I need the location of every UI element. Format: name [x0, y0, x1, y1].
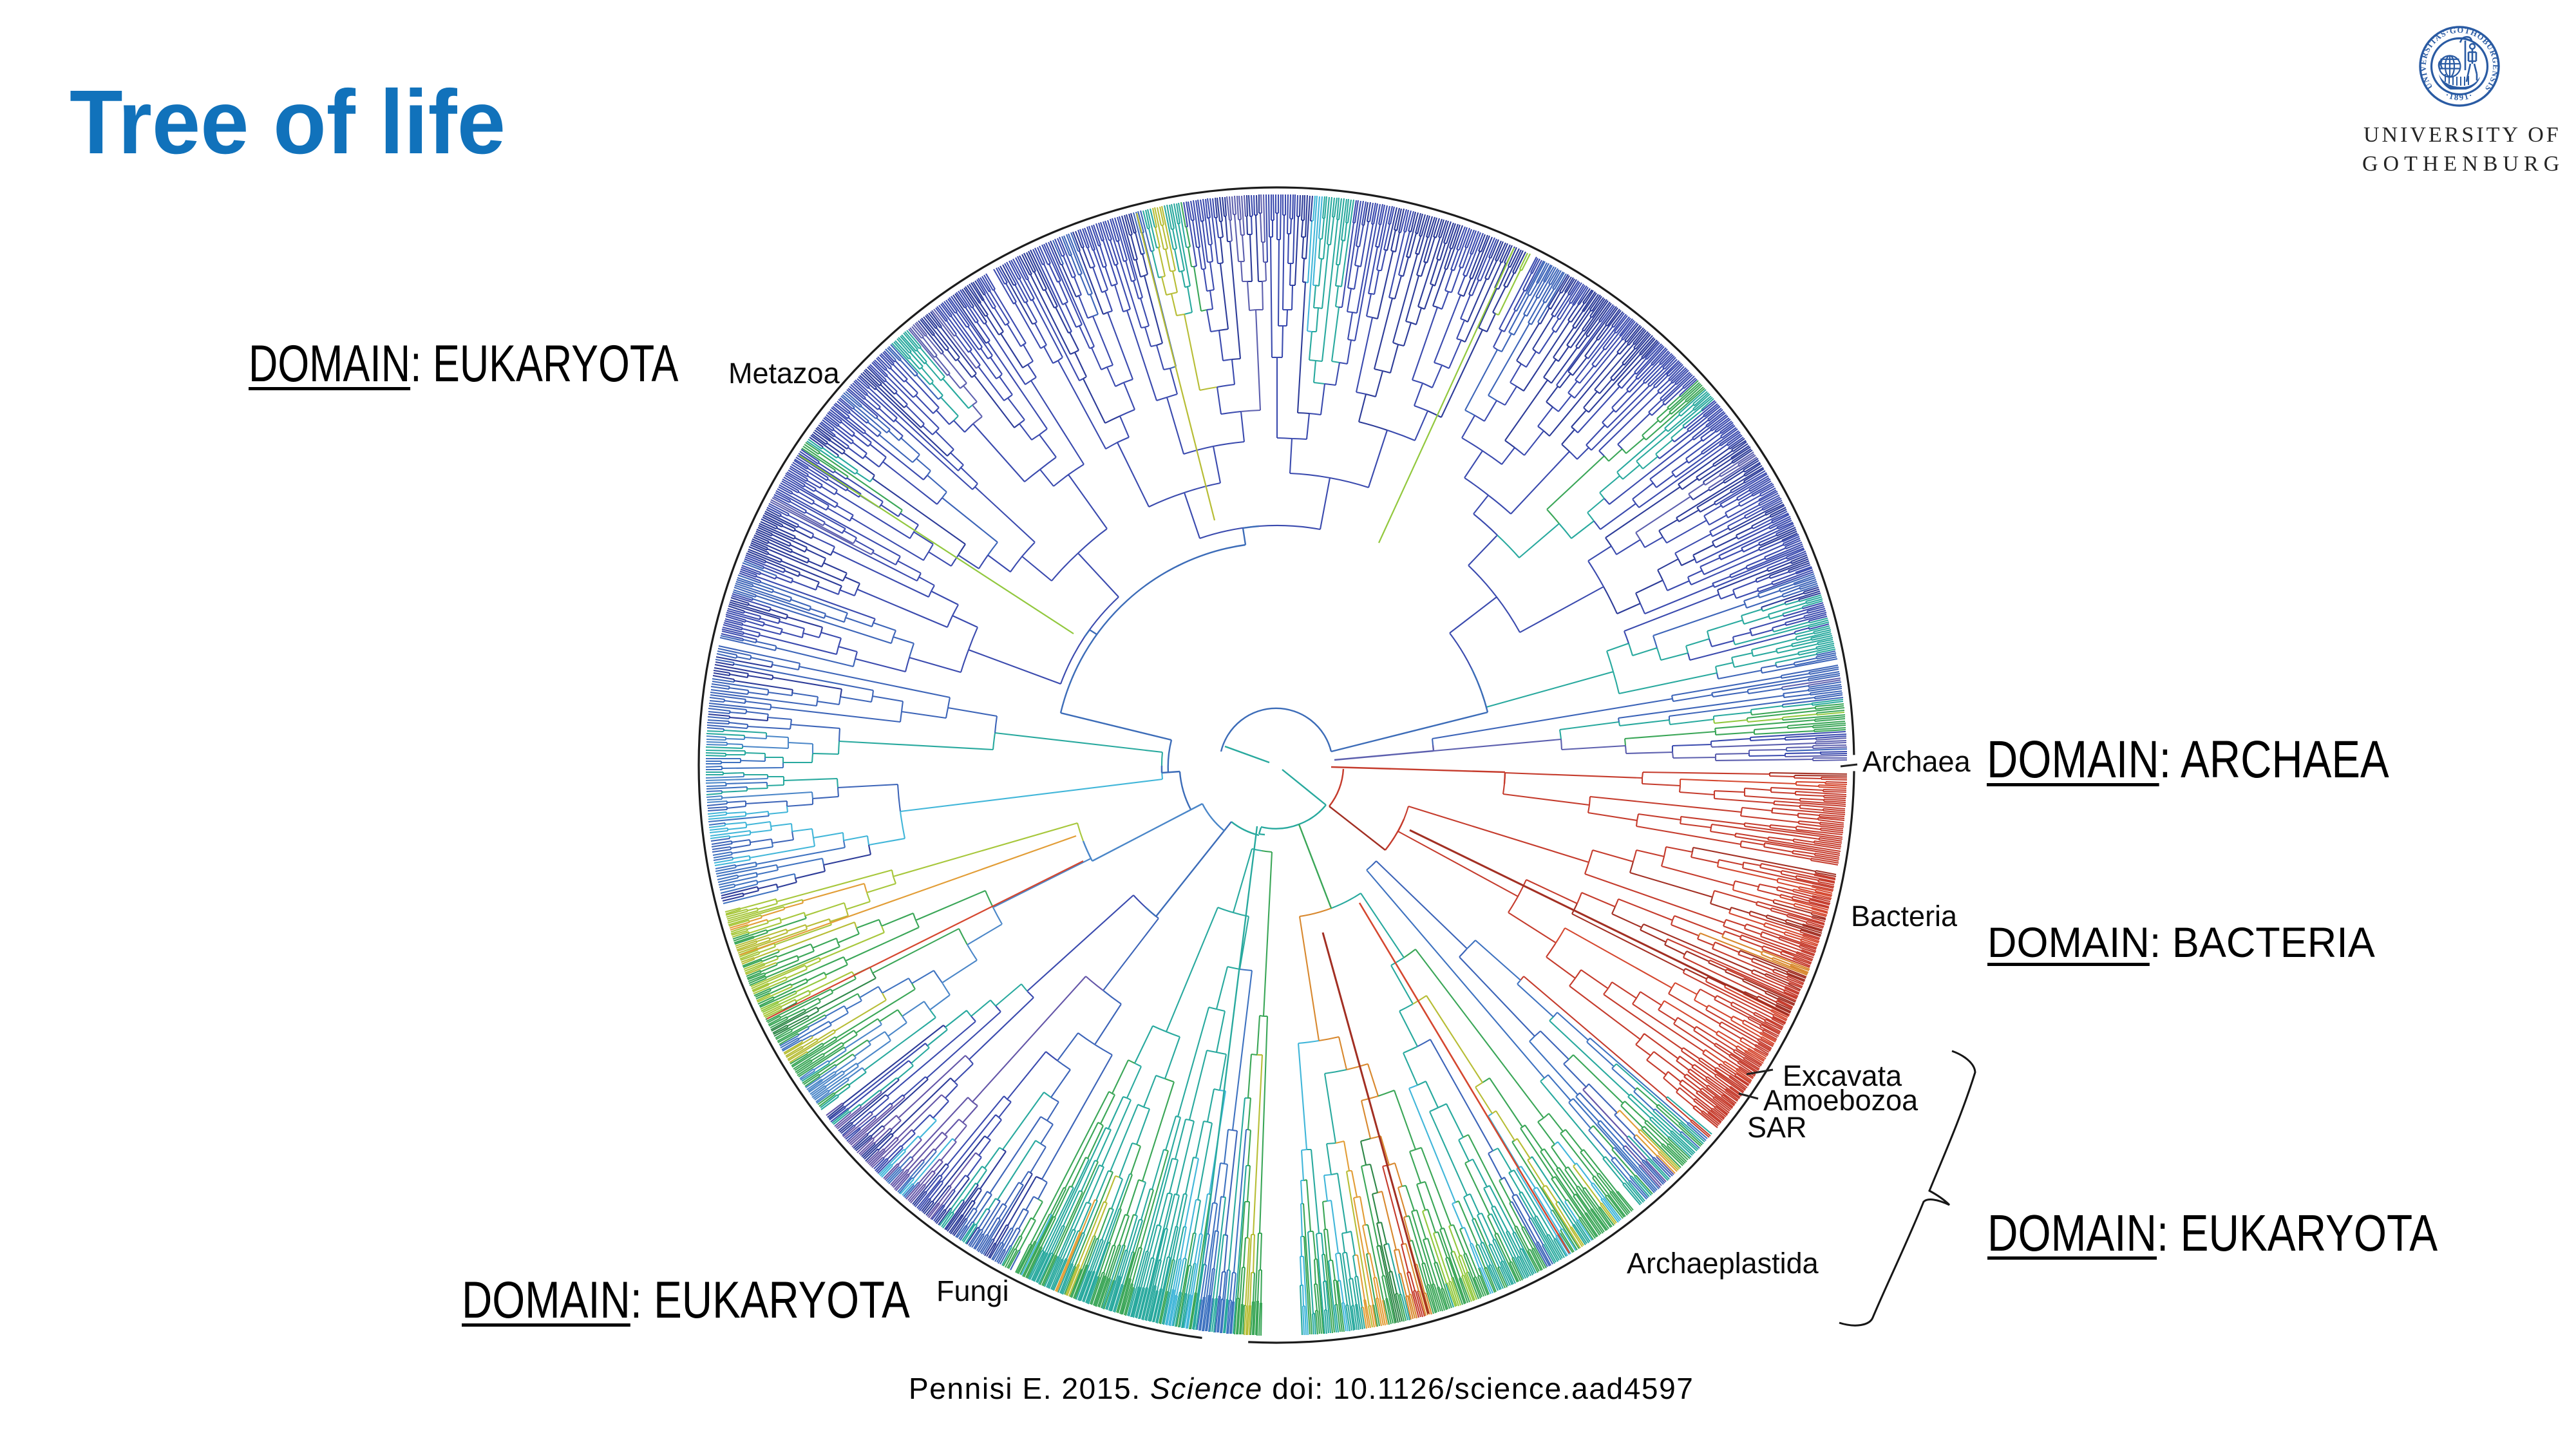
svg-text:Metazoa: Metazoa — [728, 357, 840, 390]
svg-text:Amoebozoa: Amoebozoa — [1763, 1084, 1918, 1117]
svg-text:Archaea: Archaea — [1862, 745, 1971, 778]
svg-text:Bacteria: Bacteria — [1851, 900, 1958, 933]
svg-text:SAR: SAR — [1747, 1111, 1807, 1144]
svg-text:Archaeplastida: Archaeplastida — [1627, 1247, 1819, 1280]
svg-text:·1891·: ·1891· — [2444, 90, 2475, 102]
svg-text:Fungi: Fungi — [936, 1274, 1009, 1307]
svg-text:Excavata: Excavata — [1783, 1059, 1902, 1092]
svg-text:UNIVERSITAS·GOTHOBURGENSIS: UNIVERSITAS·GOTHOBURGENSIS — [2419, 26, 2501, 93]
